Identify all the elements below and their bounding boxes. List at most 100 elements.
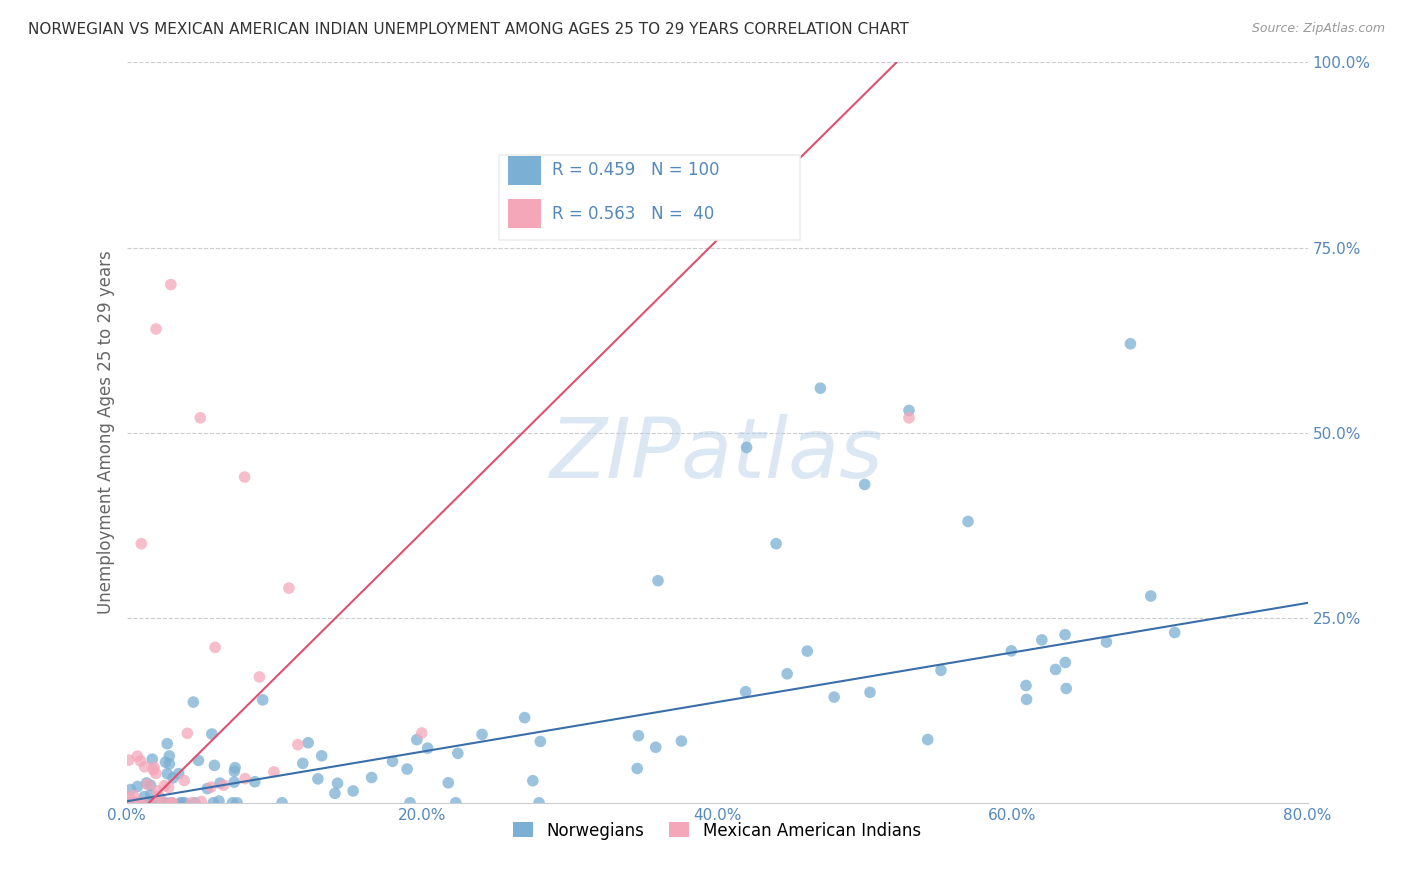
Point	[167, 766, 190, 780]
Point	[195, 781, 218, 796]
Point	[142, 763, 165, 777]
Point	[128, 796, 150, 810]
Point	[447, 747, 470, 761]
Point	[853, 477, 876, 491]
Point	[263, 764, 285, 779]
Point	[1015, 692, 1038, 706]
Point	[399, 796, 422, 810]
Text: NORWEGIAN VS MEXICAN AMERICAN INDIAN UNEMPLOYMENT AMONG AGES 25 TO 29 YEARS CORR: NORWEGIAN VS MEXICAN AMERICAN INDIAN UNE…	[28, 22, 910, 37]
Point	[224, 775, 246, 789]
Point	[271, 796, 294, 810]
Point	[150, 796, 173, 810]
Point	[132, 796, 155, 810]
Point	[647, 574, 669, 588]
Point	[291, 756, 314, 771]
Point	[180, 796, 202, 810]
Point	[243, 774, 266, 789]
Point	[145, 322, 167, 336]
Point	[141, 752, 163, 766]
Point	[917, 732, 939, 747]
Point	[200, 780, 222, 794]
Point	[145, 766, 167, 780]
Point	[1139, 589, 1161, 603]
Point	[169, 796, 191, 810]
Point	[444, 796, 467, 810]
Point	[1095, 635, 1118, 649]
Point	[735, 441, 758, 455]
FancyBboxPatch shape	[499, 155, 800, 240]
Point	[121, 796, 143, 810]
Point	[823, 690, 845, 704]
Point	[898, 410, 921, 425]
Point	[810, 381, 832, 395]
Point	[153, 795, 176, 809]
Point	[155, 756, 177, 770]
Point	[146, 796, 169, 810]
FancyBboxPatch shape	[508, 200, 541, 227]
Point	[360, 771, 382, 785]
Point	[118, 790, 141, 805]
Point	[159, 796, 181, 810]
Point	[1054, 656, 1077, 670]
Point	[176, 726, 198, 740]
Point	[139, 788, 162, 802]
Point	[929, 663, 952, 677]
Point	[143, 760, 166, 774]
Point	[187, 754, 209, 768]
Point	[1015, 679, 1038, 693]
Point	[1000, 644, 1022, 658]
Point	[118, 753, 141, 767]
Point	[522, 773, 544, 788]
Point	[128, 796, 150, 810]
Point	[148, 789, 170, 803]
Point	[471, 727, 494, 741]
Point	[139, 778, 162, 792]
Point	[202, 796, 225, 810]
Point	[416, 741, 439, 756]
Point	[156, 766, 179, 780]
Point	[160, 796, 183, 810]
Point	[1053, 627, 1076, 641]
Point	[173, 773, 195, 788]
Point	[529, 734, 551, 748]
Point	[124, 796, 146, 810]
Point	[160, 277, 183, 292]
Point	[129, 754, 152, 768]
Point	[202, 758, 225, 772]
Point	[859, 685, 882, 699]
Point	[776, 666, 799, 681]
FancyBboxPatch shape	[508, 156, 541, 185]
Point	[381, 754, 404, 768]
Point	[396, 762, 419, 776]
Point	[956, 515, 979, 529]
Point	[184, 796, 207, 810]
Point	[411, 726, 433, 740]
Point	[527, 796, 550, 810]
Point	[208, 776, 231, 790]
Point	[233, 470, 256, 484]
Point	[134, 760, 156, 774]
Point	[170, 796, 193, 810]
Point	[671, 734, 693, 748]
Point	[127, 749, 149, 764]
Point	[221, 796, 243, 810]
Point	[307, 772, 329, 786]
Point	[156, 737, 179, 751]
Point	[118, 796, 141, 810]
Point	[252, 693, 274, 707]
Y-axis label: Unemployment Among Ages 25 to 29 years: Unemployment Among Ages 25 to 29 years	[97, 251, 115, 615]
Point	[160, 796, 183, 810]
Point	[204, 640, 226, 655]
Point	[796, 644, 818, 658]
Point	[249, 670, 271, 684]
Point	[278, 581, 301, 595]
Point	[898, 403, 921, 417]
Point	[188, 410, 212, 425]
Point	[626, 762, 648, 776]
Point	[136, 778, 159, 792]
Point	[233, 772, 256, 786]
Point	[226, 796, 249, 810]
Point	[153, 779, 176, 793]
Point	[1031, 632, 1053, 647]
Point	[734, 684, 756, 698]
